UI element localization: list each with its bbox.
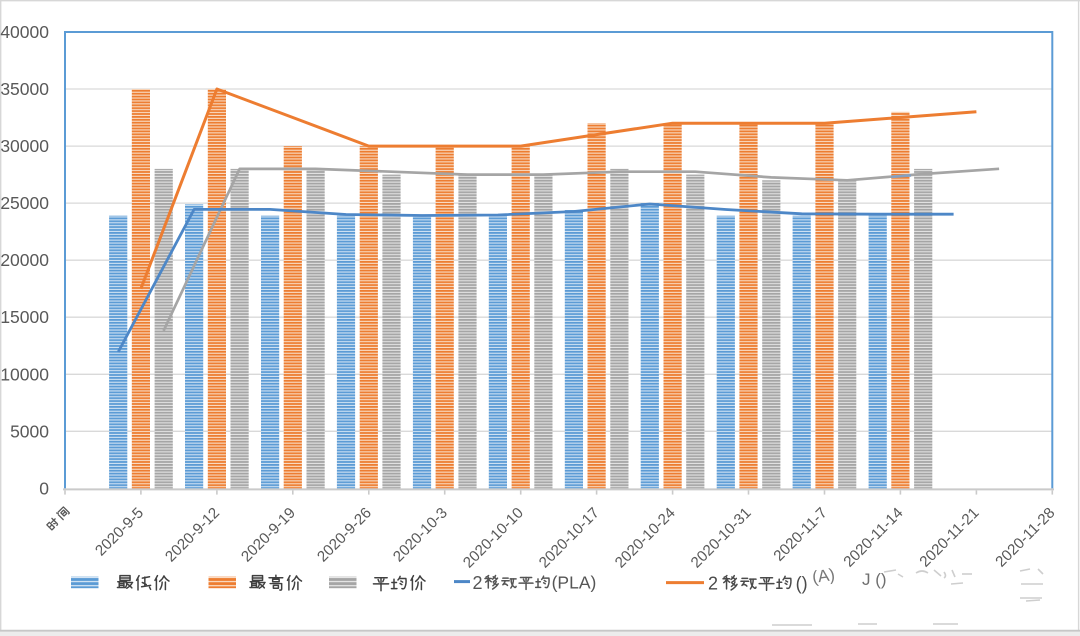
svg-text:J (): J () <box>862 570 887 589</box>
svg-text:25000: 25000 <box>0 193 49 213</box>
svg-text:(): () <box>796 574 808 594</box>
svg-text:35000: 35000 <box>0 79 49 99</box>
svg-text:(PLA): (PLA) <box>552 573 597 593</box>
svg-text:2: 2 <box>708 574 718 594</box>
svg-text:20000: 20000 <box>0 250 49 270</box>
svg-text:40000: 40000 <box>0 22 49 42</box>
svg-text:2: 2 <box>473 573 483 593</box>
svg-text:30000: 30000 <box>0 136 49 156</box>
svg-text:(A): (A) <box>811 565 836 587</box>
svg-text:10000: 10000 <box>0 364 49 384</box>
svg-text:0: 0 <box>39 478 49 498</box>
svg-text:15000: 15000 <box>0 307 49 327</box>
svg-text:5000: 5000 <box>10 421 49 441</box>
